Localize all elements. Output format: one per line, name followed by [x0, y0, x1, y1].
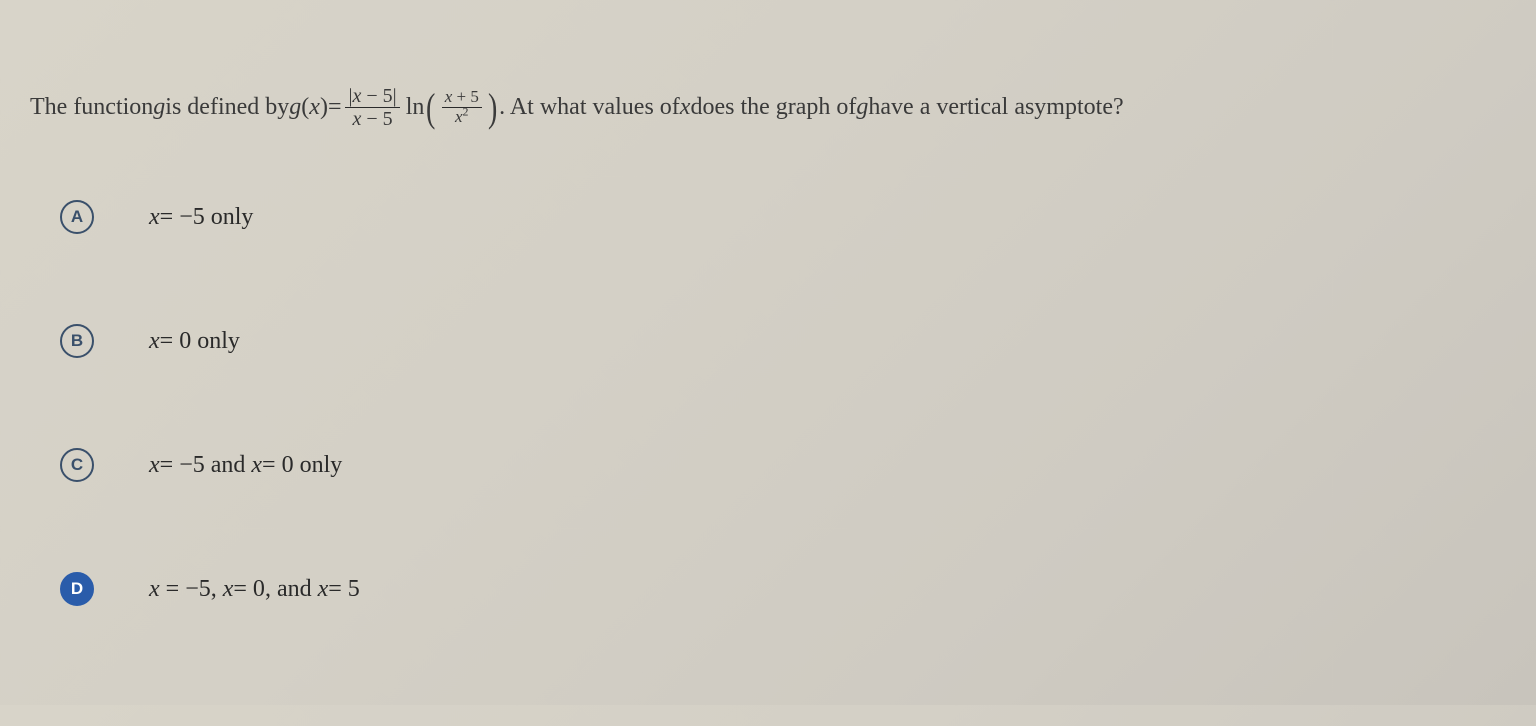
option-c[interactable]: C x = −5 and x = 0 only — [60, 448, 1506, 482]
f1-abs-r: | — [393, 85, 397, 107]
opt-d-and: , and — [265, 576, 318, 603]
q-suffix3: have a vertical asymptote? — [868, 94, 1123, 121]
q-defined: is defined by — [165, 94, 289, 121]
option-d-bubble[interactable]: D — [60, 572, 94, 606]
opt-b-eq: = 0 — [160, 328, 192, 355]
q-suffix1: . At what values of — [499, 94, 680, 121]
options-list: A x = −5 only B x = 0 only C x = −5 and … — [30, 200, 1506, 606]
fraction-1: |x − 5| x − 5 — [345, 85, 399, 130]
q-prefix: The function — [30, 94, 153, 121]
option-c-bubble[interactable]: C — [60, 448, 94, 482]
f2-den-x: x — [455, 107, 463, 126]
opt-d-x1: x — [149, 576, 160, 603]
opt-d-x2: x — [223, 576, 234, 603]
option-a[interactable]: A x = −5 only — [60, 200, 1506, 234]
f1-num-m5: − 5 — [361, 85, 392, 107]
q-g2: g — [856, 94, 868, 121]
option-b-text: x = 0 only — [149, 328, 240, 355]
q-ln: ln — [406, 94, 425, 121]
opt-c-eq1: = −5 — [160, 452, 205, 479]
fraction-2: x + 5 x2 — [442, 88, 482, 126]
opt-a-x: x — [149, 204, 160, 231]
q-x-arg: x — [309, 94, 320, 121]
opt-d-eq1: = −5, — [160, 576, 223, 603]
q-g1: g — [153, 94, 165, 121]
q-equals: = — [328, 94, 342, 121]
opt-c-eq2: = 0 — [262, 452, 294, 479]
opt-c-and: and — [205, 452, 252, 479]
option-c-text: x = −5 and x = 0 only — [149, 452, 342, 479]
opt-d-eq2: = 0 — [233, 576, 265, 603]
opt-c-tail: only — [294, 452, 343, 479]
question-text: The function g is defined by g ( x ) = |… — [30, 85, 1506, 130]
opt-b-x: x — [149, 328, 160, 355]
q-rparen: ) — [320, 94, 328, 121]
option-a-text: x = −5 only — [149, 204, 253, 231]
option-b-bubble[interactable]: B — [60, 324, 94, 358]
option-d[interactable]: D x = −5, x = 0 , and x = 5 — [60, 572, 1506, 606]
lparen-big: ( — [426, 88, 435, 128]
option-a-bubble[interactable]: A — [60, 200, 94, 234]
opt-d-x3: x — [318, 576, 329, 603]
big-paren: ( x + 5 x2 ) — [424, 88, 499, 128]
opt-a-tail: only — [205, 204, 254, 231]
q-suffix2: does the graph of — [690, 94, 856, 121]
option-d-text: x = −5, x = 0 , and x = 5 — [149, 576, 360, 603]
opt-b-tail: only — [191, 328, 240, 355]
question-block: The function g is defined by g ( x ) = |… — [0, 0, 1536, 726]
opt-d-eq3: = 5 — [328, 576, 360, 603]
opt-a-eq: = −5 — [160, 204, 205, 231]
f1-den-m5: − 5 — [361, 108, 392, 130]
q-gx: g — [289, 94, 301, 121]
q-xvar: x — [680, 94, 691, 121]
opt-c-x2: x — [251, 452, 262, 479]
f2-den-sq: 2 — [463, 104, 469, 118]
opt-c-x1: x — [149, 452, 160, 479]
rparen-big: ) — [488, 88, 497, 128]
option-b[interactable]: B x = 0 only — [60, 324, 1506, 358]
